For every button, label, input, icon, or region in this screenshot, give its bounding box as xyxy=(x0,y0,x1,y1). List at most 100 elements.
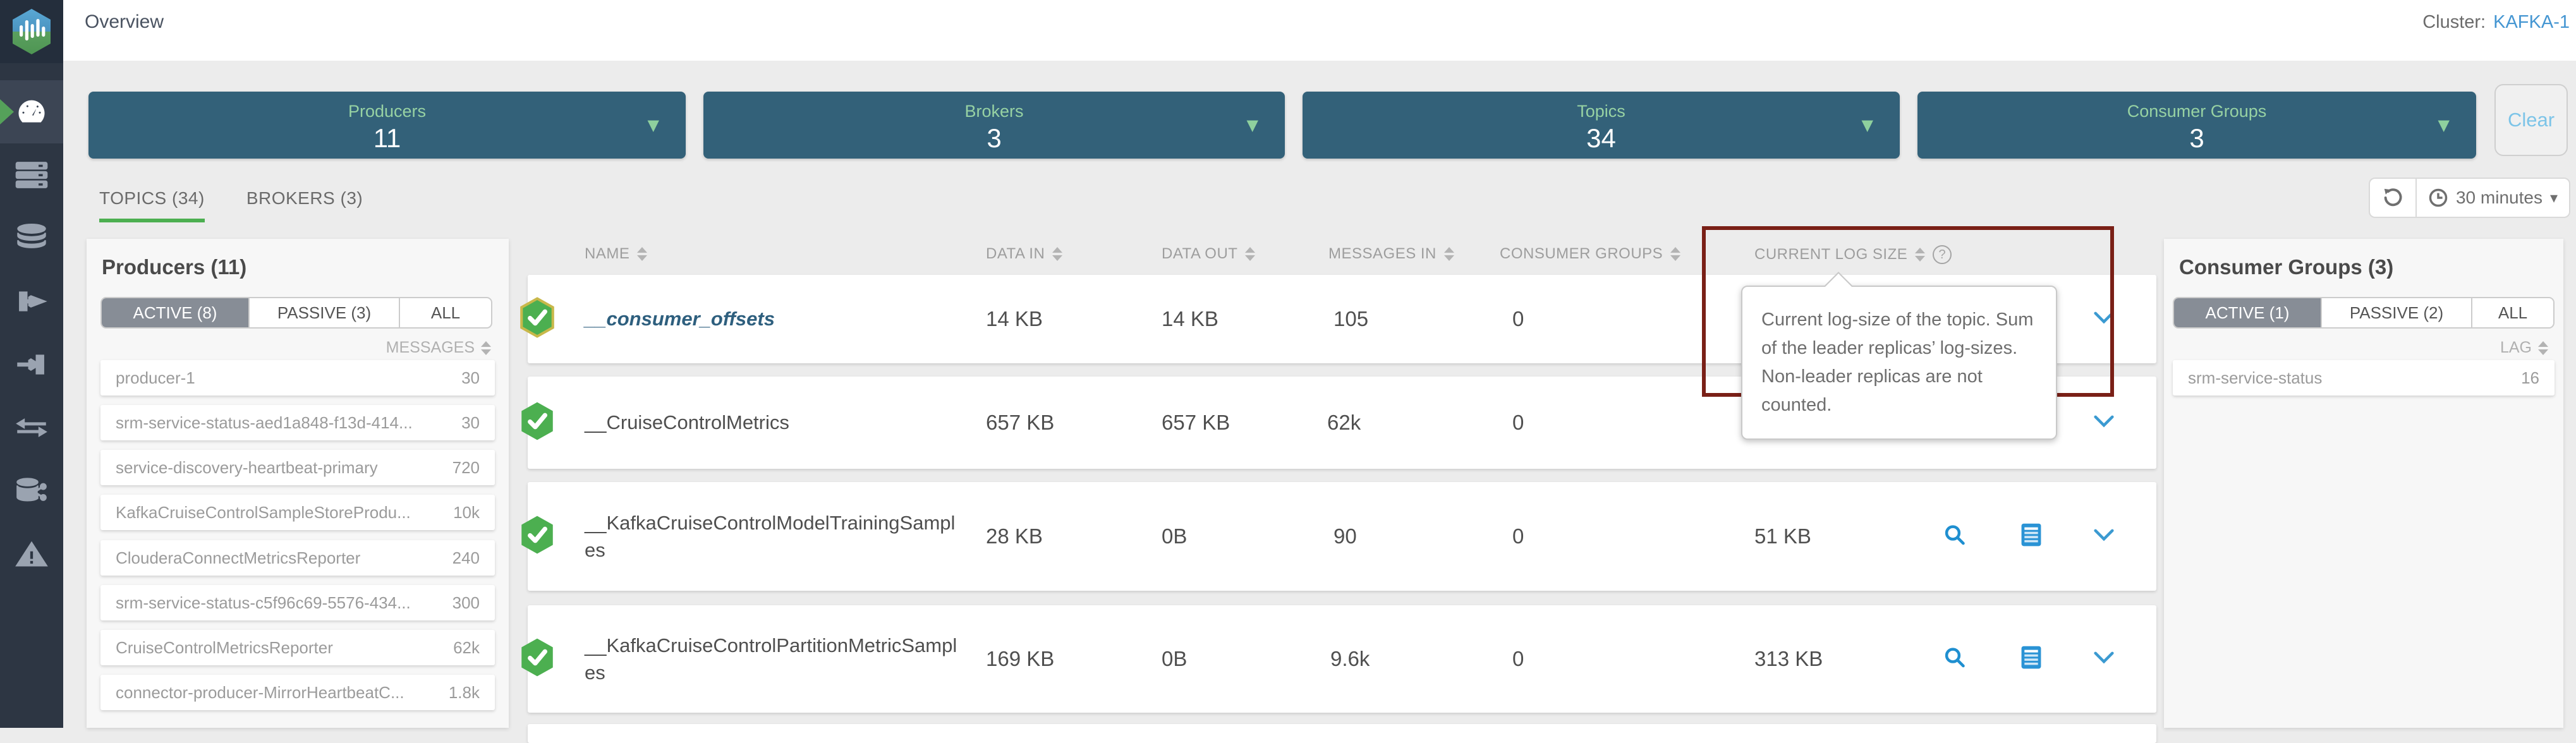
tab-brokers[interactable]: BROKERS (3) xyxy=(246,188,363,208)
producer-list-item[interactable]: producer-1 30 xyxy=(100,360,495,396)
producer-list-item[interactable]: srm-service-status-aed1a848-f13d-414... 3… xyxy=(100,405,495,440)
topic-name-link[interactable]: __consumer_offsets xyxy=(585,308,775,330)
sort-icon xyxy=(481,341,491,355)
healthy-check-hexagon-icon xyxy=(518,401,556,445)
sidebar-item-replication[interactable] xyxy=(0,396,63,459)
column-header-consumer-groups[interactable]: CONSUMER GROUPS xyxy=(1500,245,1681,263)
sidebar-item-consumers[interactable] xyxy=(0,333,63,396)
topic-name[interactable]: __CruiseControlMetrics xyxy=(585,411,789,434)
consumer-group-list-item[interactable]: srm-service-status 16 xyxy=(2173,360,2555,396)
column-header-data-in[interactable]: DATA IN xyxy=(986,245,1063,263)
cell-current-log-size: 313 KB xyxy=(1754,647,1823,670)
refresh-button[interactable] xyxy=(2370,179,2417,217)
sidebar-item-topics[interactable] xyxy=(0,207,63,270)
consumer-groups-tab-all[interactable]: ALL xyxy=(2498,303,2528,322)
producer-list-item[interactable]: KafkaCruiseControlSampleStoreProdu... 10k xyxy=(100,495,495,530)
topics-filter-dropdown[interactable]: Topics 34 ▼ xyxy=(1303,92,1900,159)
sort-icon xyxy=(637,247,648,261)
dropdown-caret-icon: ▼ xyxy=(1861,116,1873,134)
lag-column-header[interactable]: LAG xyxy=(2500,339,2548,357)
tab-topics[interactable]: TOPICS (34) xyxy=(99,188,205,222)
column-header-messages-in[interactable]: MESSAGES IN xyxy=(1328,245,1454,263)
connect-database-share-icon xyxy=(16,478,47,502)
consumer-groups-panel-title: Consumer Groups (3) xyxy=(2179,255,2394,279)
sort-icon xyxy=(1443,247,1454,261)
panel-label: Topics xyxy=(1577,102,1625,121)
table-row-topic[interactable]: __KafkaCruiseControlPartitionMetricSampl… xyxy=(521,605,2156,713)
producer-list-item[interactable]: CruiseControlMetricsReporter 62k xyxy=(100,630,495,665)
producer-list-item[interactable]: service-discovery-heartbeat-primary 720 xyxy=(100,450,495,485)
consumer-groups-tab-passive[interactable]: PASSIVE (2) xyxy=(2322,298,2472,327)
sidebar-item-overview[interactable] xyxy=(0,80,63,143)
table-row-topic-partial[interactable] xyxy=(528,724,2156,743)
column-header-current-log-size[interactable]: CURRENT LOG SIZE ? xyxy=(1754,245,1952,264)
sort-icon xyxy=(1052,247,1063,261)
producers-filter-dropdown[interactable]: Producers 11 ▼ xyxy=(88,92,686,159)
panel-label: Producers xyxy=(348,102,427,121)
search-magnifier-icon[interactable] xyxy=(1943,524,1966,550)
cell-messages-in: 62k xyxy=(1327,411,1361,434)
time-range-label: 30 minutes xyxy=(2455,188,2543,207)
time-range-dropdown[interactable]: 30 minutes ▾ xyxy=(2417,179,2569,217)
panel-label: Brokers xyxy=(964,102,1024,121)
data-explorer-table-icon[interactable] xyxy=(2020,646,2042,673)
cell-data-out: 0B xyxy=(1162,647,1188,670)
table-row-topic[interactable]: __KafkaCruiseControlModelTrainingSamples… xyxy=(521,482,2156,591)
consumers-arrow-in-icon xyxy=(17,354,44,375)
search-magnifier-icon[interactable] xyxy=(1943,646,1966,672)
consumer-groups-tab-active[interactable]: ACTIVE (1) xyxy=(2174,298,2322,327)
column-header-name[interactable]: NAME xyxy=(585,245,648,263)
expand-chevron-icon[interactable] xyxy=(2094,651,2114,667)
caret-down-icon: ▾ xyxy=(2549,189,2558,207)
producers-tab-all[interactable]: ALL xyxy=(430,303,461,322)
producer-list-item[interactable]: srm-service-status-c5f96c69-5576-434... 3… xyxy=(100,585,495,620)
expand-chevron-icon[interactable] xyxy=(2094,415,2114,431)
cell-messages-in: 90 xyxy=(1334,524,1357,548)
producer-list-item[interactable]: ClouderaConnectMetricsReporter 240 xyxy=(100,540,495,576)
panel-value: 11 xyxy=(373,123,401,153)
dashboard-gauge-icon xyxy=(18,100,45,123)
column-header-data-out[interactable]: DATA OUT xyxy=(1162,245,1256,263)
dropdown-caret-icon: ▼ xyxy=(1246,116,1258,134)
sort-icon xyxy=(1245,247,1256,261)
cell-data-in: 28 KB xyxy=(986,524,1043,548)
cell-consumer-groups: 0 xyxy=(1512,307,1524,330)
expand-chevron-icon[interactable] xyxy=(2094,311,2114,327)
cluster-name-link[interactable]: KAFKA-1 xyxy=(2493,11,2570,32)
producer-list-item[interactable]: connector-producer-MirrorHeartbeatC... 1.… xyxy=(100,675,495,710)
healthy-check-hexagon-icon xyxy=(518,297,556,342)
consumer-groups-filter-dropdown[interactable]: Consumer Groups 3 ▼ xyxy=(1917,92,2476,159)
dropdown-caret-icon: ▼ xyxy=(647,116,659,134)
producers-tab-passive[interactable]: PASSIVE (3) xyxy=(250,298,400,327)
sidebar-item-producers[interactable] xyxy=(0,270,63,333)
sidebar-item-alerts[interactable] xyxy=(0,523,63,586)
consumer-groups-filter-segmented-control: ACTIVE (1) PASSIVE (2) ALL xyxy=(2173,297,2555,329)
cell-consumer-groups: 0 xyxy=(1512,647,1524,670)
cell-data-out: 657 KB xyxy=(1162,411,1230,434)
data-explorer-table-icon[interactable] xyxy=(2020,523,2042,550)
log-size-tooltip: Current log-size of the topic. Sum of th… xyxy=(1741,272,2057,440)
help-icon[interactable]: ? xyxy=(1933,245,1952,264)
producers-tab-active[interactable]: ACTIVE (8) xyxy=(102,298,250,327)
topic-name[interactable]: __KafkaCruiseControlModelTrainingSamples xyxy=(585,511,956,561)
cell-messages-in: 9.6k xyxy=(1330,647,1370,670)
healthy-check-hexagon-icon xyxy=(518,514,556,559)
topic-name[interactable]: __KafkaCruiseControlPartitionMetricSampl… xyxy=(585,634,957,684)
clock-icon xyxy=(2429,188,2448,207)
active-item-arrow-icon xyxy=(0,99,14,124)
sidebar-item-kafka-connect[interactable] xyxy=(0,459,63,523)
panel-label: Consumer Groups xyxy=(2127,102,2267,121)
consumer-groups-panel: Consumer Groups (3) ACTIVE (1) PASSIVE (… xyxy=(2164,239,2563,728)
cell-consumer-groups: 0 xyxy=(1512,524,1524,548)
messages-column-header[interactable]: MESSAGES xyxy=(386,339,491,357)
sidebar-item-brokers[interactable] xyxy=(0,143,63,207)
refresh-icon xyxy=(2384,188,2402,207)
cell-data-out: 0B xyxy=(1162,524,1188,548)
expand-chevron-icon[interactable] xyxy=(2094,529,2114,545)
cell-data-in: 169 KB xyxy=(986,647,1055,670)
cell-data-out: 14 KB xyxy=(1162,307,1218,330)
panel-value: 3 xyxy=(2189,123,2204,153)
clear-filters-button[interactable]: Clear xyxy=(2494,84,2568,156)
sort-icon xyxy=(1670,247,1681,261)
brokers-filter-dropdown[interactable]: Brokers 3 ▼ xyxy=(703,92,1285,159)
